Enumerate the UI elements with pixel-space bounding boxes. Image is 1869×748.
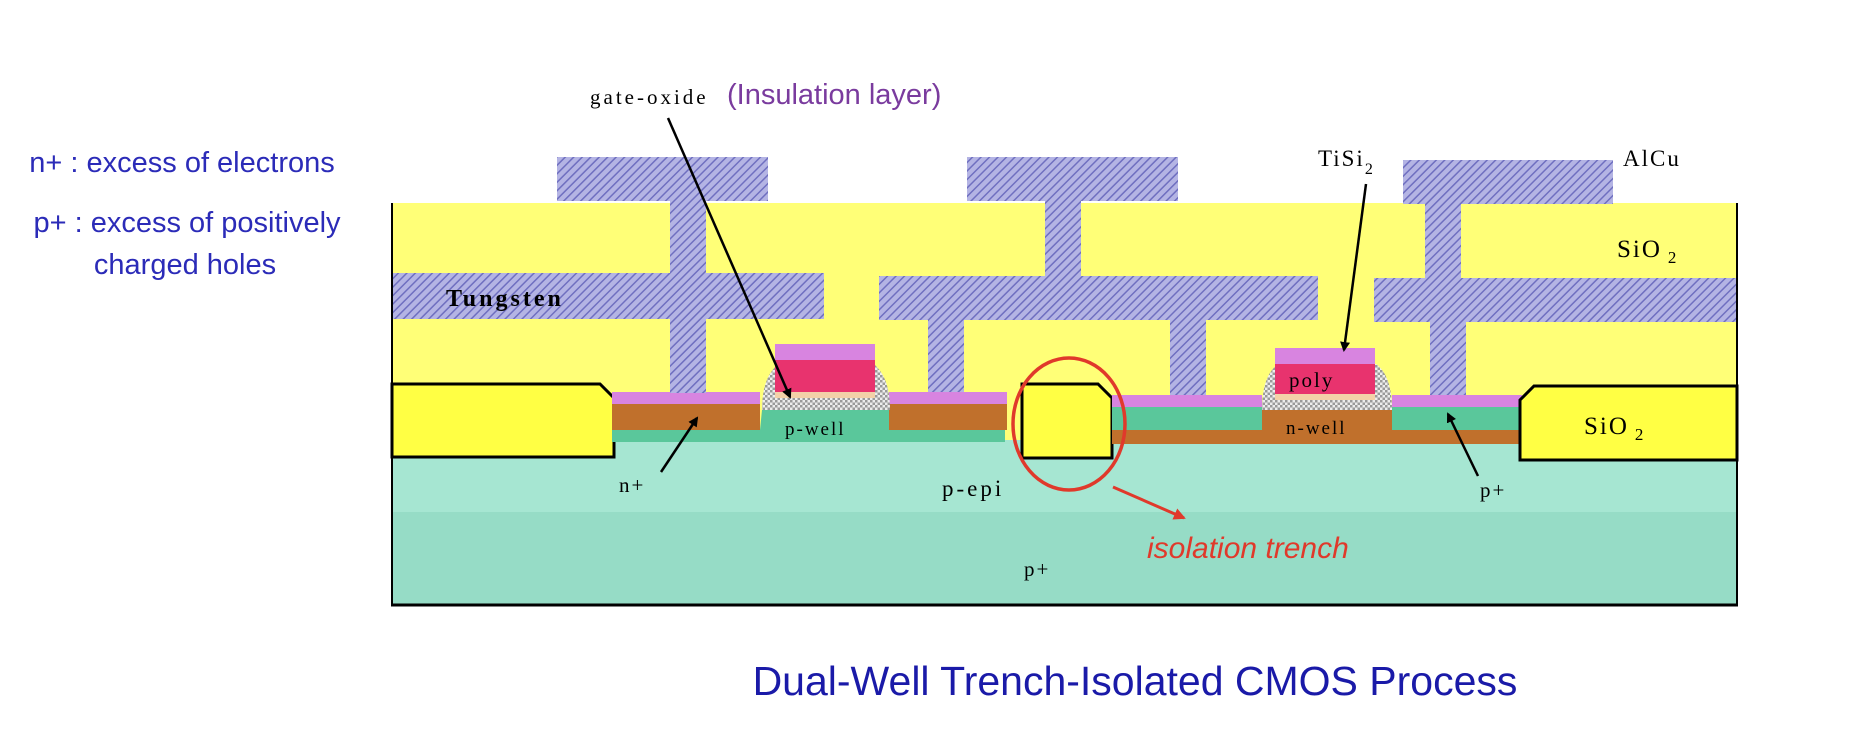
poly-gate-left — [775, 360, 875, 392]
p-plus-right-label: p+ — [1480, 478, 1506, 502]
sio2-top-text: SiO — [1617, 236, 1662, 263]
tungsten-label: Tungsten — [446, 286, 564, 312]
tisi-text: TiSi — [1318, 146, 1365, 171]
n-well-gate-region — [1262, 410, 1392, 428]
diagram-title: Dual-Well Trench-Isolated CMOS Process — [753, 658, 1518, 704]
silicide-right-left — [1112, 395, 1262, 407]
n-well-region — [1112, 428, 1522, 444]
via-1 — [670, 198, 706, 274]
tisi-arrow — [1340, 183, 1368, 352]
n-plus-diffusion-mid — [889, 402, 1007, 430]
gate-oxide-arrow — [666, 117, 792, 399]
silicide-mid — [889, 392, 1007, 404]
gate-oxide-left — [775, 392, 875, 398]
contact-2 — [928, 320, 964, 392]
n-plus-arrow — [659, 416, 699, 473]
gate-oxide-label: gate-oxide — [590, 85, 709, 109]
alcu-line-mid — [967, 157, 1178, 201]
substrate-lower-band — [392, 512, 1737, 605]
isolation-trench-label: isolation trench — [1147, 532, 1349, 565]
tungsten-line-right — [1374, 278, 1737, 322]
field-oxide-right — [1518, 384, 1739, 462]
alcu-line-left — [557, 157, 768, 201]
p-plus-diffusion-left — [1112, 406, 1262, 430]
n-plus-diffusion-left — [612, 402, 760, 430]
legend-p-plus-line2: charged holes — [94, 249, 276, 281]
poly-gate-right — [1275, 362, 1375, 394]
alcu-line-right — [1403, 160, 1613, 204]
alcu-label: AlCu — [1623, 146, 1681, 171]
legend-n-plus: n+ : excess of electrons — [29, 147, 334, 179]
p-plus-arrow — [1446, 412, 1480, 477]
isolation-trench-arrow — [1112, 485, 1186, 520]
contact-1 — [670, 319, 706, 393]
tisi2-label: TiSi2 — [1318, 146, 1375, 178]
tungsten-line-mid — [879, 276, 1318, 320]
n-plus-label: n+ — [619, 473, 645, 497]
insulation-layer-label: (Insulation layer) — [727, 79, 941, 111]
via-2 — [1045, 198, 1081, 276]
silicide-gate-right — [1275, 348, 1375, 364]
isolation-trench-oxide — [1020, 382, 1114, 460]
contact-3 — [1170, 320, 1206, 395]
sio2-right-text: SiO — [1584, 413, 1629, 440]
isolation-trench-circle — [1011, 356, 1127, 492]
p-plus-substrate-label: p+ — [1024, 557, 1050, 581]
gate-oxide-right — [1275, 394, 1375, 400]
legend-p-plus-line1: p+ : excess of positively — [33, 207, 341, 239]
poly-label: poly — [1289, 368, 1334, 392]
silicide-right-right — [1392, 395, 1522, 407]
p-epi-label: p-epi — [942, 476, 1004, 501]
sio2-top-subscript: 2 — [1668, 248, 1679, 267]
contact-4 — [1430, 322, 1466, 395]
silicide-left — [612, 392, 760, 404]
p-plus-diffusion-right — [1392, 406, 1522, 430]
via-3 — [1425, 198, 1461, 278]
field-oxide-left — [390, 382, 616, 459]
p-well-label: p-well — [785, 419, 846, 440]
sio2-top-label: SiO 2 — [1617, 236, 1678, 267]
silicide-gate-left — [775, 344, 875, 360]
tisi-subscript: 2 — [1365, 161, 1375, 178]
sio2-right-subscript: 2 — [1635, 425, 1646, 444]
sio2-right-label: SiO 2 — [1584, 413, 1645, 444]
p-well-region — [612, 410, 1005, 442]
n-well-label: n-well — [1286, 418, 1347, 439]
